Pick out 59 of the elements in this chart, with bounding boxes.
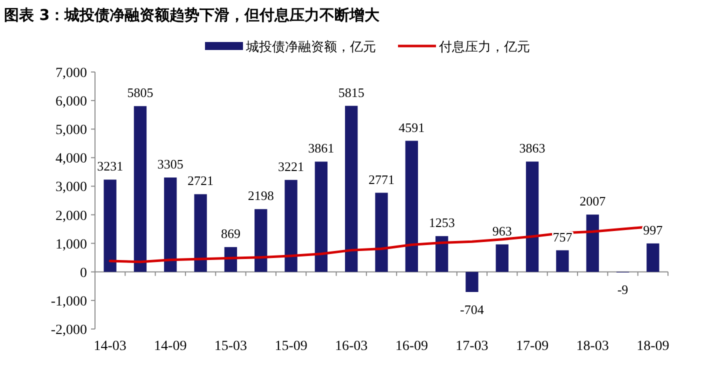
- data-label: 3863: [519, 140, 546, 156]
- x-tick-label: 17-03: [456, 339, 488, 354]
- bar: [646, 243, 660, 272]
- x-tick-label: 16-09: [395, 339, 428, 354]
- data-label: 2007: [580, 194, 606, 209]
- y-tick-label: 4,000: [56, 152, 87, 167]
- x-tick-label: 15-09: [274, 339, 308, 354]
- x-tick-label: 17-09: [516, 339, 549, 354]
- legend-label: 付息压力，亿元: [438, 40, 530, 55]
- bar: [164, 178, 177, 272]
- y-tick-label: 3,000: [56, 180, 87, 196]
- data-label: 2771: [368, 172, 394, 187]
- bar: [496, 244, 508, 272]
- bar: [526, 162, 539, 272]
- data-label: 4591: [398, 120, 425, 135]
- bar: [405, 140, 418, 272]
- x-tick-label: 15-03: [214, 339, 248, 354]
- data-label: 963: [492, 223, 512, 238]
- data-label: 2198: [248, 188, 274, 204]
- bar: [284, 180, 298, 272]
- data-label: 3231: [97, 158, 124, 174]
- y-tick-label: -2,000: [50, 323, 87, 338]
- x-tick-label: 16-03: [335, 339, 368, 354]
- bar: [134, 106, 147, 272]
- y-tick-label: 7,000: [56, 66, 87, 81]
- data-label: 3861: [308, 140, 334, 156]
- data-label: 2721: [188, 173, 214, 188]
- y-tick-label: 6,000: [56, 94, 87, 110]
- x-tick-label: 18-09: [636, 339, 670, 354]
- data-label: 869: [220, 226, 240, 242]
- bar: [435, 236, 448, 272]
- bar: [314, 162, 328, 272]
- legend-label: 城投债净融资额，亿元: [245, 40, 376, 55]
- data-label: 997: [643, 222, 664, 238]
- data-label: 5805: [127, 85, 154, 100]
- y-tick-label: 2,000: [56, 208, 87, 224]
- y-tick-label: 0: [80, 266, 87, 281]
- data-label: 3221: [278, 158, 304, 174]
- y-tick-label: 1,000: [56, 237, 87, 252]
- data-label: 3305: [157, 156, 184, 172]
- bar: [466, 272, 478, 292]
- data-label: -704: [460, 302, 484, 317]
- data-label: 1253: [428, 215, 455, 230]
- y-tick-label: 5,000: [56, 123, 87, 138]
- bar: [254, 209, 268, 272]
- bar: [194, 194, 207, 272]
- bar: [345, 106, 358, 272]
- chart-title: 图表 3：城投债净融资额趋势下滑，但付息压力不断增大: [4, 6, 381, 24]
- bar: [104, 180, 116, 272]
- x-tick-label: 14-09: [154, 339, 187, 354]
- bar: [375, 192, 388, 272]
- bar: [556, 250, 569, 272]
- x-tick-label: 14-03: [94, 339, 126, 354]
- x-tick-label: 18-03: [576, 339, 609, 354]
- data-label: 5815: [338, 84, 364, 100]
- data-label: 757: [552, 229, 573, 244]
- bar: [586, 214, 599, 272]
- y-tick-label: -1,000: [50, 294, 87, 310]
- data-label: -9: [617, 282, 628, 298]
